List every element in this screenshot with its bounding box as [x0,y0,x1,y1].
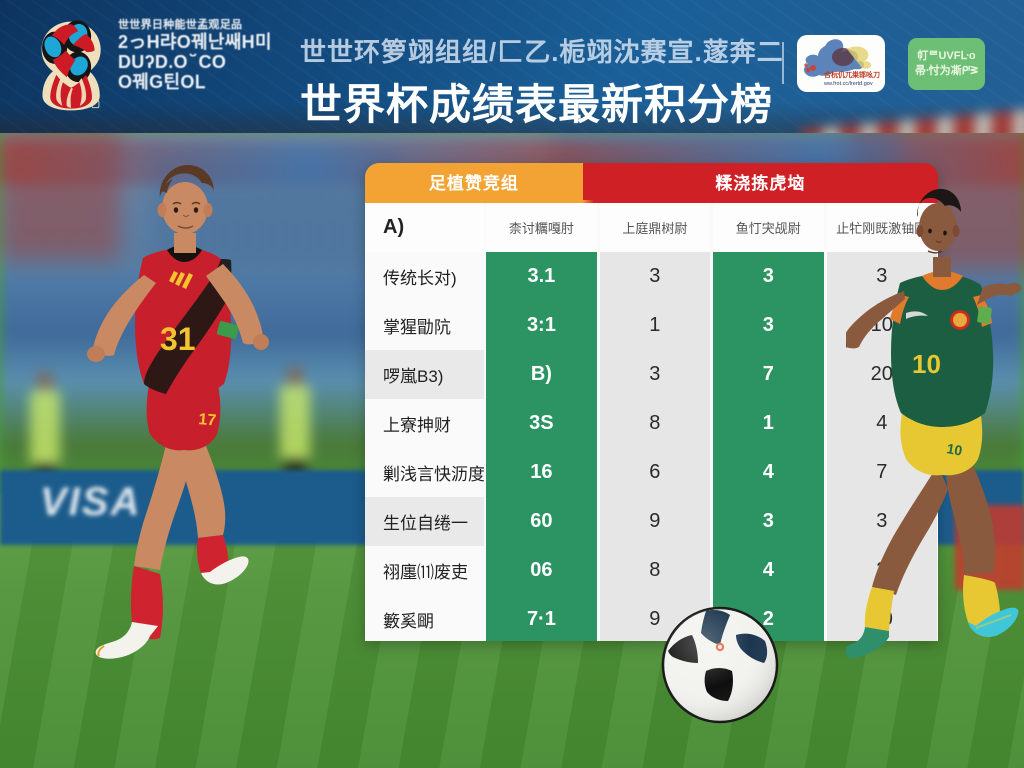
svg-text:10: 10 [912,349,941,379]
svg-text:31: 31 [160,321,196,357]
svg-text:10: 10 [945,440,963,458]
svg-text:17: 17 [198,411,217,429]
svg-text:合杬仉兀粜邯吆刀: 合杬仉兀粜邯吆刀 [823,70,880,79]
svg-text:ww.frot.cc/lrertd.gov: ww.frot.cc/lrertd.gov [823,81,873,87]
